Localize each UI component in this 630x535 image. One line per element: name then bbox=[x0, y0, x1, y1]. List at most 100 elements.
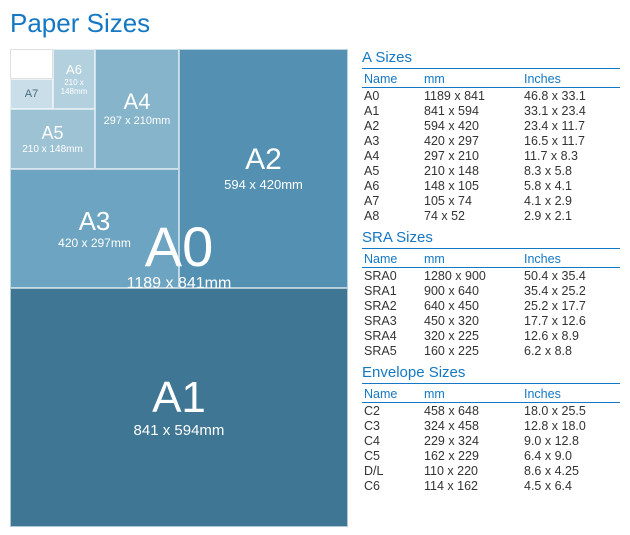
table-cell: 297 x 210 bbox=[422, 148, 522, 163]
table-cell: 458 x 648 bbox=[422, 403, 522, 419]
table-row: C5162 x 2296.4 x 9.0 bbox=[362, 448, 620, 463]
table-cell: 12.6 x 8.9 bbox=[522, 328, 620, 343]
section-title: A Sizes bbox=[362, 49, 620, 69]
table-cell: C5 bbox=[362, 448, 422, 463]
table-row: A1841 x 59433.1 x 23.4 bbox=[362, 103, 620, 118]
table-cell: 900 x 640 bbox=[422, 283, 522, 298]
table-cell: A2 bbox=[362, 118, 422, 133]
col-header: Name bbox=[362, 251, 422, 268]
rect-a1: A1841 x 594mm bbox=[10, 288, 348, 527]
table-cell: 12.8 x 18.0 bbox=[522, 418, 620, 433]
table-cell: A3 bbox=[362, 133, 422, 148]
table-row: SRA4320 x 22512.6 x 8.9 bbox=[362, 328, 620, 343]
table-cell: 5.8 x 4.1 bbox=[522, 178, 620, 193]
rect-dim: 210 x 148mm bbox=[22, 144, 83, 155]
table-cell: 4.5 x 6.4 bbox=[522, 478, 620, 493]
table-row: C6114 x 1624.5 x 6.4 bbox=[362, 478, 620, 493]
table-cell: 25.2 x 17.7 bbox=[522, 298, 620, 313]
tables-panel: A SizesNamemmInchesA01189 x 84146.8 x 33… bbox=[362, 49, 620, 527]
table-row: A7105 x 744.1 x 2.9 bbox=[362, 193, 620, 208]
table-cell: 8.3 x 5.8 bbox=[522, 163, 620, 178]
table-cell: 33.1 x 23.4 bbox=[522, 103, 620, 118]
table-cell: A1 bbox=[362, 103, 422, 118]
table-row: SRA3450 x 32017.7 x 12.6 bbox=[362, 313, 620, 328]
data-table: NamemmInchesSRA01280 x 90050.4 x 35.4SRA… bbox=[362, 251, 620, 358]
rect-label: A6 bbox=[66, 63, 82, 76]
table-cell: 1189 x 841 bbox=[422, 88, 522, 104]
col-header: mm bbox=[422, 251, 522, 268]
table-row: A3420 x 29716.5 x 11.7 bbox=[362, 133, 620, 148]
table-cell: 11.7 x 8.3 bbox=[522, 148, 620, 163]
table-row: A01189 x 84146.8 x 33.1 bbox=[362, 88, 620, 104]
rect-a4: A4 297 x 210mm bbox=[95, 49, 179, 169]
table-cell: A7 bbox=[362, 193, 422, 208]
table-row: A874 x 522.9 x 2.1 bbox=[362, 208, 620, 223]
table-cell: SRA0 bbox=[362, 268, 422, 284]
rect-label: A5 bbox=[41, 124, 63, 142]
table-cell: SRA2 bbox=[362, 298, 422, 313]
table-cell: 105 x 74 bbox=[422, 193, 522, 208]
table-cell: 450 x 320 bbox=[422, 313, 522, 328]
col-header: Name bbox=[362, 71, 422, 88]
table-cell: 420 x 297 bbox=[422, 133, 522, 148]
data-table: NamemmInchesA01189 x 84146.8 x 33.1A1841… bbox=[362, 71, 620, 223]
table-cell: 320 x 225 bbox=[422, 328, 522, 343]
col-header: mm bbox=[422, 71, 522, 88]
table-cell: C6 bbox=[362, 478, 422, 493]
rect-dim: 297 x 210mm bbox=[104, 115, 171, 127]
table-row: A2594 x 42023.4 x 11.7 bbox=[362, 118, 620, 133]
table-row: D/L110 x 2208.6 x 4.25 bbox=[362, 463, 620, 478]
table-cell: 160 x 225 bbox=[422, 343, 522, 358]
table-cell: 110 x 220 bbox=[422, 463, 522, 478]
table-cell: SRA5 bbox=[362, 343, 422, 358]
table-row: C3324 x 45812.8 x 18.0 bbox=[362, 418, 620, 433]
table-cell: C3 bbox=[362, 418, 422, 433]
rect-label: A7 bbox=[25, 89, 38, 100]
col-header: Inches bbox=[522, 386, 620, 403]
rect-a3: A3420 x 297mm bbox=[10, 169, 179, 288]
table-cell: 4.1 x 2.9 bbox=[522, 193, 620, 208]
table-row: SRA1900 x 64035.4 x 25.2 bbox=[362, 283, 620, 298]
table-cell: A8 bbox=[362, 208, 422, 223]
rect-dim: 841 x 594mm bbox=[134, 422, 225, 439]
table-cell: 640 x 450 bbox=[422, 298, 522, 313]
table-cell: 162 x 229 bbox=[422, 448, 522, 463]
table-cell: 210 x 148 bbox=[422, 163, 522, 178]
table-cell: 74 x 52 bbox=[422, 208, 522, 223]
table-cell: C4 bbox=[362, 433, 422, 448]
table-cell: 6.4 x 9.0 bbox=[522, 448, 620, 463]
section-title: SRA Sizes bbox=[362, 229, 620, 249]
table-cell: 9.0 x 12.8 bbox=[522, 433, 620, 448]
table-cell: 50.4 x 35.4 bbox=[522, 268, 620, 284]
rect-label: A3 bbox=[79, 208, 111, 234]
table-row: C2458 x 64818.0 x 25.5 bbox=[362, 403, 620, 419]
table-row: A5210 x 1488.3 x 5.8 bbox=[362, 163, 620, 178]
rect-label: A4 bbox=[124, 91, 151, 113]
col-header: Name bbox=[362, 386, 422, 403]
table-cell: A0 bbox=[362, 88, 422, 104]
table-cell: 2.9 x 2.1 bbox=[522, 208, 620, 223]
section-title: Envelope Sizes bbox=[362, 364, 620, 384]
table-cell: A5 bbox=[362, 163, 422, 178]
table-cell: 46.8 x 33.1 bbox=[522, 88, 620, 104]
data-table: NamemmInchesC2458 x 64818.0 x 25.5C3324 … bbox=[362, 386, 620, 493]
page-title: Paper Sizes bbox=[0, 0, 630, 49]
table-cell: 16.5 x 11.7 bbox=[522, 133, 620, 148]
rect-a2: A2594 x 420mm bbox=[179, 49, 348, 288]
table-cell: 148 x 105 bbox=[422, 178, 522, 193]
table-cell: 1280 x 900 bbox=[422, 268, 522, 284]
rect-dim: 594 x 420mm bbox=[224, 177, 303, 192]
rect-a6: A6 210 x 148mm bbox=[53, 49, 95, 109]
rect-dim: 210 x 148mm bbox=[54, 78, 94, 96]
table-cell: C2 bbox=[362, 403, 422, 419]
table-row: A4297 x 21011.7 x 8.3 bbox=[362, 148, 620, 163]
col-header: Inches bbox=[522, 251, 620, 268]
table-cell: SRA1 bbox=[362, 283, 422, 298]
table-cell: 8.6 x 4.25 bbox=[522, 463, 620, 478]
table-cell: 18.0 x 25.5 bbox=[522, 403, 620, 419]
table-cell: 17.7 x 12.6 bbox=[522, 313, 620, 328]
table-cell: 841 x 594 bbox=[422, 103, 522, 118]
table-cell: 594 x 420 bbox=[422, 118, 522, 133]
table-cell: SRA4 bbox=[362, 328, 422, 343]
col-header: Inches bbox=[522, 71, 620, 88]
